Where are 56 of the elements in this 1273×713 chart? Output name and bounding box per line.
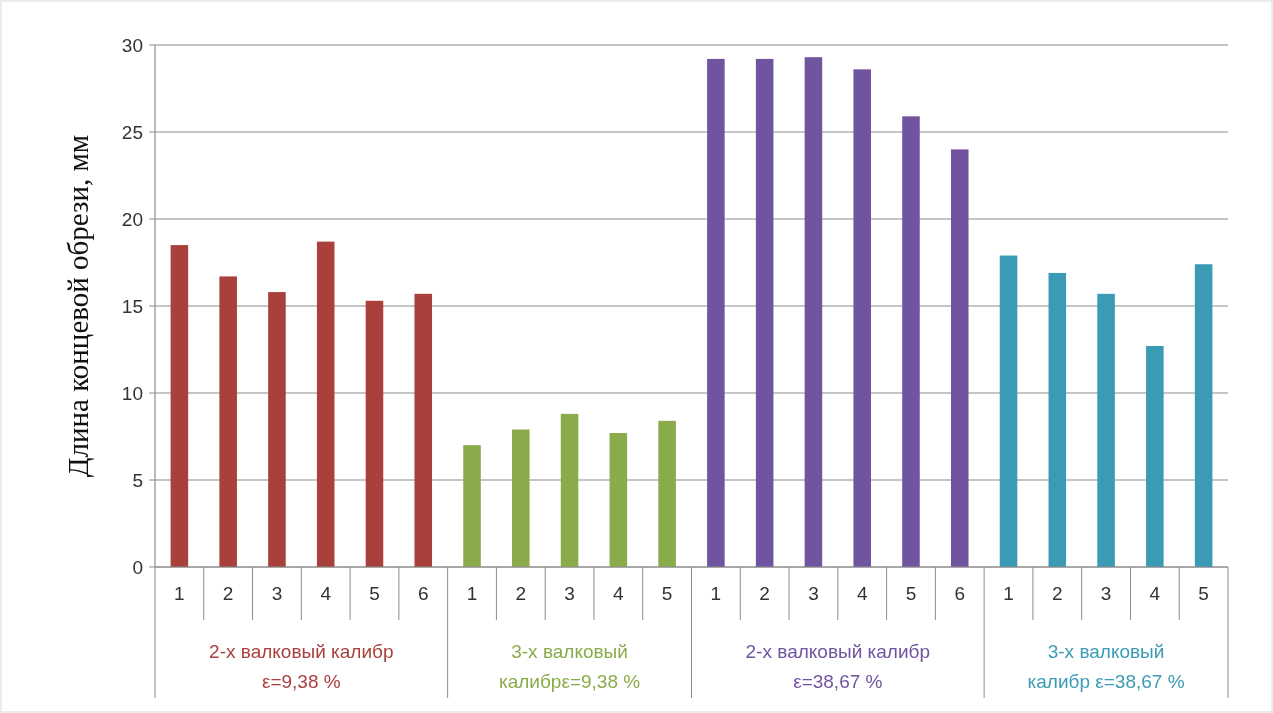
bar <box>414 293 433 567</box>
y-axis-title: Длина концевой обрези, мм <box>62 134 94 478</box>
y-tick-label: 15 <box>121 295 143 317</box>
x-tick-label: 3 <box>271 583 283 604</box>
text: 2-х валковый калибр ε=38,67 % <box>745 641 931 692</box>
x-tick-label: 1 <box>466 583 478 604</box>
x-tick-label: 1 <box>174 583 185 604</box>
bar <box>1048 272 1067 567</box>
x-tick-label: 1 <box>1003 583 1014 604</box>
x-tick-label: 4 <box>613 583 625 604</box>
bar <box>463 445 481 567</box>
bar <box>1194 264 1213 567</box>
x-tick-label: 4 <box>320 583 332 604</box>
bar <box>902 116 920 567</box>
x-tick-label: 3 <box>808 583 819 604</box>
x-tick-label: 5 <box>661 583 673 604</box>
y-tick-label: 5 <box>132 469 143 491</box>
y-tick-label: 25 <box>121 121 143 143</box>
x-tick-label: 2 <box>222 583 234 604</box>
bar <box>755 58 774 567</box>
bar <box>999 255 1018 567</box>
x-tick-label: 4 <box>856 583 868 604</box>
x-tick-label: 6 <box>954 583 966 604</box>
x-tick-label: 5 <box>905 583 917 604</box>
bar <box>1146 346 1164 567</box>
y-tick-label: 20 <box>121 208 143 230</box>
x-tick-label: 5 <box>369 583 380 604</box>
bar <box>560 413 579 567</box>
x-tick-label: 5 <box>1198 583 1209 604</box>
x-tick-label: 1 <box>710 583 722 604</box>
text: 2-х валковый калибр ε=9,38 % <box>209 641 394 692</box>
x-tick-label: 4 <box>1149 583 1161 604</box>
bar <box>512 429 530 567</box>
x-tick-label: 3 <box>564 583 575 604</box>
y-tick-label: 10 <box>121 382 143 404</box>
x-tick-label: 2 <box>515 583 527 604</box>
bar <box>219 276 237 567</box>
bar <box>707 58 725 567</box>
bar <box>1097 293 1115 567</box>
x-tick-label: 2 <box>1052 583 1063 604</box>
bar <box>170 245 189 567</box>
bar <box>950 149 969 567</box>
bar <box>365 300 384 567</box>
bar <box>804 57 823 567</box>
x-tick-label: 3 <box>1100 583 1112 604</box>
bar <box>609 433 628 567</box>
bar <box>658 420 676 567</box>
text: 3-х валковый калибрε=9,38 % <box>498 641 641 692</box>
bar <box>316 241 335 567</box>
y-tick-label: 0 <box>132 556 143 578</box>
x-tick-label: 2 <box>759 583 770 604</box>
bar <box>853 69 871 567</box>
y-tick-label: 30 <box>121 34 143 56</box>
bar <box>268 292 286 567</box>
text: 3-х валковый калибр ε=38,67 % <box>1027 641 1185 692</box>
x-tick-label: 6 <box>417 583 429 604</box>
